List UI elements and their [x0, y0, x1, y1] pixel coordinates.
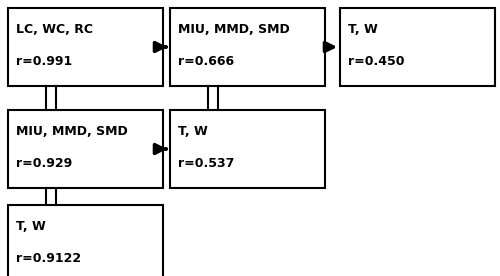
- Text: r=0.9122: r=0.9122: [16, 251, 81, 264]
- Text: T, W: T, W: [178, 125, 208, 138]
- Bar: [340, 8, 495, 86]
- Text: T, W: T, W: [16, 220, 46, 233]
- Bar: [170, 110, 325, 188]
- Text: r=0.537: r=0.537: [178, 156, 234, 169]
- Bar: [170, 8, 325, 86]
- Bar: [8, 110, 163, 188]
- Text: r=0.929: r=0.929: [16, 156, 72, 169]
- Text: MIU, MMD, SMD: MIU, MMD, SMD: [178, 23, 290, 36]
- Text: r=0.991: r=0.991: [16, 55, 72, 68]
- Text: LC, WC, RC: LC, WC, RC: [16, 23, 93, 36]
- Bar: [8, 205, 163, 276]
- Text: MIU, MMD, SMD: MIU, MMD, SMD: [16, 125, 128, 138]
- Text: r=0.666: r=0.666: [178, 55, 234, 68]
- Text: r=0.450: r=0.450: [348, 55, 405, 68]
- Bar: [8, 8, 163, 86]
- Text: T, W: T, W: [348, 23, 378, 36]
